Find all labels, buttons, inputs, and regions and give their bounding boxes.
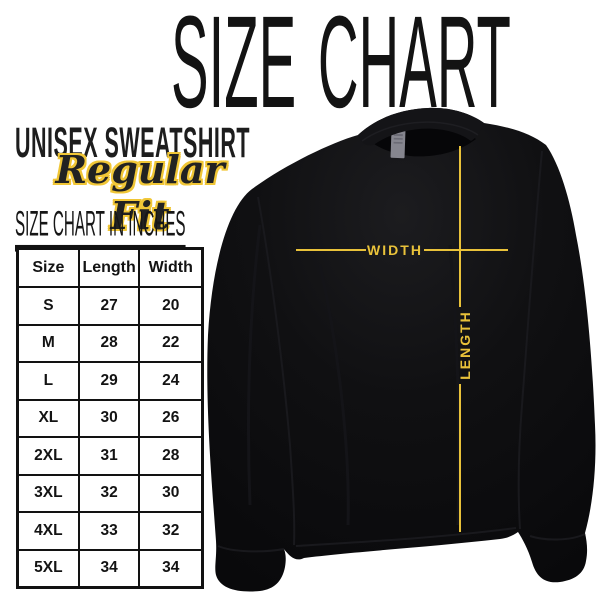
collar-band-edge bbox=[361, 121, 479, 142]
size-cell: 3XL bbox=[16, 473, 80, 513]
fabric-folds bbox=[246, 224, 461, 526]
length-cell: 30 bbox=[77, 398, 141, 438]
sweatshirt-body bbox=[207, 107, 596, 592]
table-row: M 28 22 bbox=[16, 323, 204, 363]
garment-seams bbox=[217, 150, 586, 553]
page-title: SIZE CHART bbox=[171, 0, 511, 135]
width-cell: 30 bbox=[138, 473, 204, 513]
neck-tag bbox=[390, 129, 406, 159]
table-caption: SIZE CHART IN INCHES bbox=[15, 206, 186, 252]
collar-band bbox=[358, 107, 484, 146]
length-cell: 29 bbox=[77, 361, 141, 401]
width-cell: 28 bbox=[138, 436, 204, 476]
width-cell: 34 bbox=[138, 548, 204, 589]
size-cell: 4XL bbox=[16, 511, 80, 551]
col-header-size: Size bbox=[16, 247, 80, 288]
size-cell: L bbox=[16, 361, 80, 401]
length-cell: 27 bbox=[77, 286, 141, 326]
length-cell: 33 bbox=[77, 511, 141, 551]
size-table-body: S 27 20 M 28 22 L 29 24 XL 30 26 2XL 31 bbox=[16, 286, 204, 589]
size-cell: 2XL bbox=[16, 436, 80, 476]
length-cell: 31 bbox=[77, 436, 141, 476]
size-cell: S bbox=[16, 286, 80, 326]
fit-label: Regular Fit bbox=[55, 147, 225, 238]
width-cell: 32 bbox=[138, 511, 204, 551]
length-line-bottom bbox=[459, 384, 461, 532]
table-row: S 27 20 bbox=[16, 286, 204, 326]
table-row: L 29 24 bbox=[16, 361, 204, 401]
sweatshirt-illustration bbox=[207, 107, 596, 592]
width-cell: 26 bbox=[138, 398, 204, 438]
width-cell: 22 bbox=[138, 323, 204, 363]
width-cell: 20 bbox=[138, 286, 204, 326]
col-header-width: Width bbox=[138, 247, 204, 288]
width-line-left bbox=[296, 249, 366, 251]
size-cell: 5XL bbox=[16, 548, 80, 589]
header-row: Size Length Width bbox=[16, 247, 204, 288]
length-cell: 32 bbox=[77, 473, 141, 513]
length-cell: 28 bbox=[77, 323, 141, 363]
table-row: 2XL 31 28 bbox=[16, 436, 204, 476]
size-table: Size Length Width S 27 20 M 28 22 L 29 2… bbox=[16, 247, 204, 589]
length-label: LENGTH bbox=[457, 310, 473, 380]
width-cell: 24 bbox=[138, 361, 204, 401]
size-table-header: Size Length Width bbox=[16, 247, 204, 288]
width-label: WIDTH bbox=[367, 242, 423, 258]
table-row: 4XL 33 32 bbox=[16, 511, 204, 551]
size-cell: XL bbox=[16, 398, 80, 438]
length-line-top bbox=[459, 146, 461, 307]
product-name: UNISEX SWEATSHIRT bbox=[15, 119, 251, 167]
col-header-length: Length bbox=[77, 247, 141, 288]
length-cell: 34 bbox=[77, 548, 141, 589]
width-line-right bbox=[424, 249, 508, 251]
table-row: XL 30 26 bbox=[16, 398, 204, 438]
size-cell: M bbox=[16, 323, 80, 363]
table-row: 5XL 34 34 bbox=[16, 548, 204, 589]
table-row: 3XL 32 30 bbox=[16, 473, 204, 513]
